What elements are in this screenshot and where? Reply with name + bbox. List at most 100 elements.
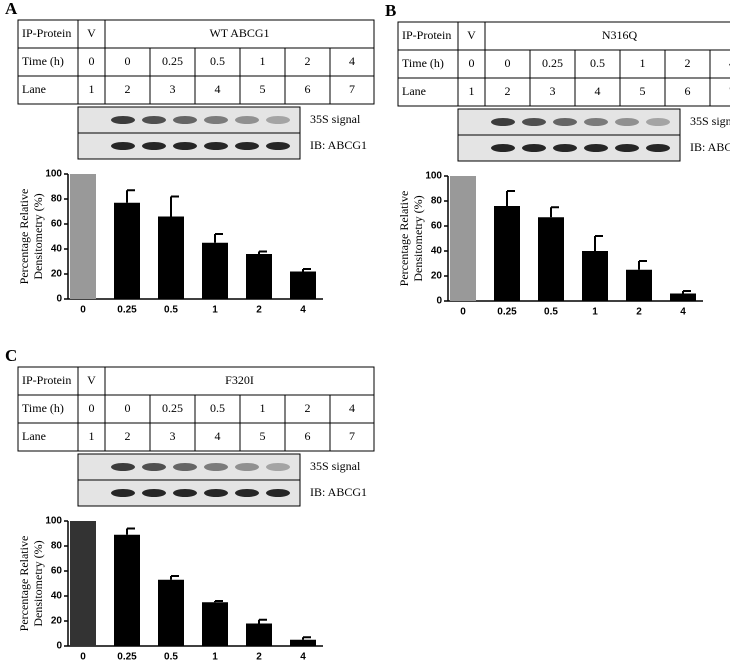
blot-band — [491, 144, 515, 152]
y-axis-label: Percentage Relative — [397, 191, 411, 287]
blot-band — [266, 142, 290, 150]
bar — [114, 534, 140, 646]
bar — [626, 269, 652, 301]
table-cell: 0 — [125, 401, 131, 415]
blot-band — [266, 463, 290, 471]
blot-band — [522, 144, 546, 152]
table-cell: 6 — [305, 82, 311, 96]
blot-band — [646, 118, 670, 126]
bar — [70, 174, 96, 299]
table-cell: 0 — [89, 401, 95, 415]
blot-band — [553, 118, 577, 126]
panel-label: C — [5, 346, 17, 365]
x-tick-label: 0.5 — [164, 652, 178, 662]
bar — [290, 639, 316, 646]
blot-band — [235, 142, 259, 150]
blot-band — [266, 116, 290, 124]
y-axis-label: Densitometry (%) — [31, 193, 45, 279]
x-tick-label: 0 — [80, 305, 86, 316]
blot-band — [204, 142, 228, 150]
blot-band — [111, 116, 135, 124]
table-cell: 6 — [685, 84, 691, 98]
blot-band — [173, 463, 197, 471]
table-cell: 5 — [260, 82, 266, 96]
bar — [202, 242, 228, 299]
x-tick-label: 1 — [592, 307, 598, 318]
table-border — [397, 21, 730, 107]
y-tick-label: 80 — [51, 194, 63, 205]
table-cell: 4 — [595, 84, 601, 98]
x-tick-label: 0.25 — [117, 652, 137, 662]
table-cell: 6 — [305, 429, 311, 443]
blot-band — [584, 144, 608, 152]
blot-band — [522, 118, 546, 126]
table-cell: 1 — [469, 84, 475, 98]
error-bar — [302, 636, 311, 640]
table-border — [17, 19, 375, 105]
table-cell: 5 — [260, 429, 266, 443]
error-bar — [126, 189, 135, 203]
y-tick-label: 100 — [45, 516, 62, 527]
table-cell: WT ABCG1 — [209, 26, 269, 40]
error-bar — [638, 260, 647, 270]
y-axis-label: Densitometry (%) — [411, 195, 425, 281]
bar — [246, 254, 272, 299]
table-cell: 1 — [89, 82, 95, 96]
y-tick-label: 60 — [431, 221, 443, 232]
table-cell: 2 — [685, 56, 691, 70]
blot-band — [204, 116, 228, 124]
table-cell: 3 — [170, 82, 176, 96]
error-bar — [214, 600, 223, 603]
table-cell: 0.25 — [542, 56, 563, 70]
error-bar — [170, 195, 179, 217]
table-cell: 1 — [260, 54, 266, 68]
bar — [70, 521, 96, 646]
table-cell: 1 — [640, 56, 646, 70]
error-bar — [214, 233, 223, 243]
x-tick-label: 1 — [212, 652, 218, 662]
blot-band — [615, 118, 639, 126]
y-tick-label: 100 — [45, 169, 62, 180]
blot-band — [235, 116, 259, 124]
x-tick-label: 0 — [80, 652, 86, 662]
table-cell: 2 — [125, 429, 131, 443]
table-cell: 0 — [125, 54, 131, 68]
x-tick-label: 2 — [256, 652, 262, 662]
bar — [246, 623, 272, 646]
bar — [290, 271, 316, 299]
error-bar — [258, 618, 267, 624]
blot-band — [111, 142, 135, 150]
bar — [494, 206, 520, 301]
error-bar — [506, 190, 515, 206]
error-bar — [682, 290, 691, 294]
y-tick-label: 0 — [56, 294, 62, 305]
table-cell: 5 — [640, 84, 646, 98]
x-tick-label: 0.5 — [544, 307, 558, 318]
table-cell: Time (h) — [22, 54, 64, 68]
table-cell: 3 — [170, 429, 176, 443]
blot-label: IB: ABCG1 — [310, 138, 367, 152]
blot-band — [173, 116, 197, 124]
x-tick-label: 0.25 — [117, 305, 137, 316]
blot-band — [615, 144, 639, 152]
y-axis-label: Densitometry (%) — [31, 540, 45, 626]
blot-band — [266, 489, 290, 497]
blot-band — [584, 118, 608, 126]
table-cell: N316Q — [602, 28, 638, 42]
bar — [450, 176, 476, 301]
y-axis-label: Percentage Relative — [17, 189, 31, 285]
table-cell: 7 — [349, 82, 355, 96]
y-tick-label: 20 — [431, 271, 443, 282]
table-cell: 4 — [349, 54, 355, 68]
table-cell: 2 — [505, 84, 511, 98]
y-tick-label: 0 — [56, 641, 62, 652]
bar — [670, 293, 696, 301]
x-tick-label: 0.5 — [164, 305, 178, 316]
panel-label: A — [5, 0, 18, 18]
table-cell: 0 — [469, 56, 475, 70]
table-cell: 2 — [125, 82, 131, 96]
x-tick-label: 4 — [300, 652, 306, 662]
table-cell: 0.5 — [210, 401, 225, 415]
table-cell: Lane — [402, 84, 426, 98]
